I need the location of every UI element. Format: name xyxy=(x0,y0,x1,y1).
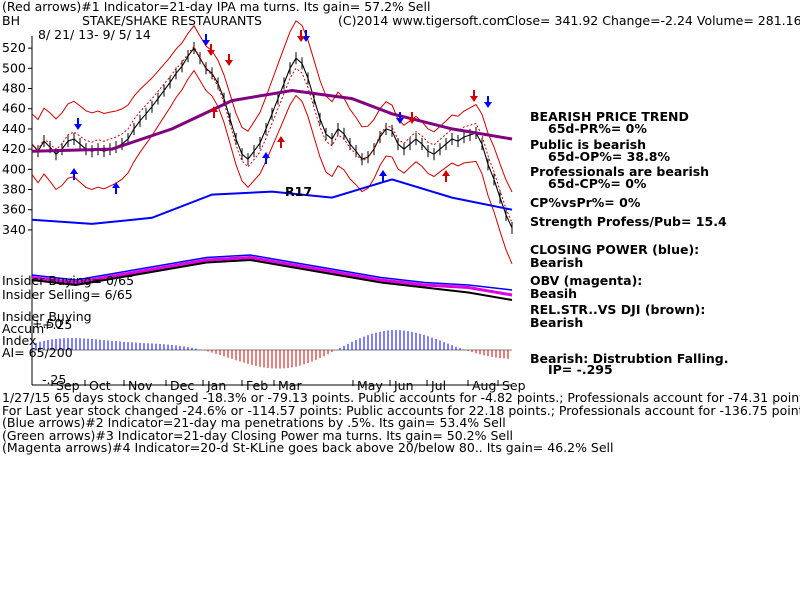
footer-line-1: 1/27/15 65 days stock changed -18.3% or … xyxy=(2,390,800,405)
footer-line-2: For Last year stock changed -24.6% or -1… xyxy=(2,403,800,418)
obv-state: Beasih xyxy=(530,286,578,301)
y-tick-label: 440 xyxy=(2,121,26,136)
red-up-arrow xyxy=(277,136,285,148)
accum-title-3: Index xyxy=(2,333,37,348)
blue-down-arrow xyxy=(302,30,310,42)
insider-buying: Insider Buying= 0/65 xyxy=(2,273,135,288)
bearish-trend: BEARISH PRICE TREND xyxy=(530,109,689,124)
y-tick-label: 360 xyxy=(2,202,26,217)
blue-up-arrow xyxy=(70,168,78,180)
y-tick-label: 480 xyxy=(2,81,26,96)
accum-plus-25: +.25 xyxy=(42,317,73,332)
blue-down-arrow xyxy=(202,34,210,46)
accum-title-2: Accum xyxy=(2,321,45,336)
relstr-label: REL.STR..VS DJI (brown): xyxy=(530,302,706,317)
footer-line-4: (Green arrows)#3 Indicator=21-day Closin… xyxy=(2,428,514,443)
panel2-close-line xyxy=(31,258,513,301)
y-tick-label: 380 xyxy=(2,182,26,197)
accum-state: Bearish: Distrubtion Falling. xyxy=(530,351,729,366)
ai-value: AI= 65/200 xyxy=(2,345,73,360)
red-down-arrow xyxy=(207,44,215,56)
y-tick-label: 420 xyxy=(2,141,26,156)
ip-value: IP= -.295 xyxy=(548,362,613,377)
indicator-1-line: (Red arrows)#1 Indicator=21-day IPA ma t… xyxy=(2,0,431,14)
closing-power-line xyxy=(31,178,513,225)
insider-selling: Insider Selling= 6/65 xyxy=(2,287,133,302)
red-up-arrow xyxy=(210,106,218,118)
y-tick-label: 460 xyxy=(2,101,26,116)
blue-up-arrow xyxy=(112,182,120,194)
price-line xyxy=(31,47,513,229)
ma-21 xyxy=(31,45,513,223)
closing-power-label: CLOSING POWER (blue): xyxy=(530,242,700,257)
red-down-arrow xyxy=(470,90,478,102)
obv-label: OBV (magenta): xyxy=(530,273,643,288)
blue-down-arrow xyxy=(484,96,492,108)
closing-power-state: Bearish xyxy=(530,255,584,270)
blue-up-arrow xyxy=(379,170,387,182)
company-name: STAKE/SHAKE RESTAURANTS xyxy=(82,13,262,28)
red-down-arrow xyxy=(408,112,416,124)
strength-value: Strength Profess/Pub= 15.4 xyxy=(530,214,727,229)
panel2-closing-power xyxy=(31,254,513,291)
pr-value: 65d-PR%= 0% xyxy=(548,121,647,136)
obv-line xyxy=(31,255,513,297)
footer-line-5: (Magenta arrows)#4 Indicator=20-d St-KLi… xyxy=(2,440,614,455)
pros-state: Professionals are bearish xyxy=(530,164,710,179)
relstr-state: Bearish xyxy=(530,315,584,330)
copyright: (C)2014 www.tigersoft.com xyxy=(338,13,509,28)
red-up-arrow xyxy=(442,170,450,182)
x-tick-label: Sep xyxy=(502,378,526,393)
ma-65-purple xyxy=(31,88,513,153)
accum-title-1: Insider Buying xyxy=(2,309,92,324)
blue-up-arrow xyxy=(262,152,270,164)
y-tick-label: 340 xyxy=(2,222,26,237)
cpvspr-value: CP%vsPr%= 0% xyxy=(530,195,641,210)
red-down-arrow xyxy=(297,30,305,42)
op-value: 65d-OP%= 38.8% xyxy=(548,149,671,164)
y-tick-label: 400 xyxy=(2,161,26,176)
public-state: Public is bearish xyxy=(530,137,647,152)
symbol: BH xyxy=(2,13,20,28)
red-down-arrow xyxy=(225,54,233,66)
upper-band xyxy=(31,20,513,193)
accum-plus-50: +.50 xyxy=(32,316,63,331)
blue-down-arrow xyxy=(74,118,82,130)
r17-label: R17 xyxy=(285,184,313,199)
accum-minus-25: -.25 xyxy=(42,372,67,387)
date-range: 8/ 21/ 13- 9/ 5/ 14 xyxy=(38,27,151,42)
y-tick-label: 520 xyxy=(2,40,26,55)
lower-band xyxy=(31,69,513,264)
footer-line-3: (Blue arrows)#2 Indicator=21-day ma pene… xyxy=(2,415,506,430)
quote: Close= 341.92 Change=-2.24 Volume= 281.1… xyxy=(506,13,800,28)
blue-down-arrow xyxy=(396,112,404,124)
y-tick-label: 500 xyxy=(2,60,26,75)
cp-value: 65d-CP%= 0% xyxy=(548,176,647,191)
